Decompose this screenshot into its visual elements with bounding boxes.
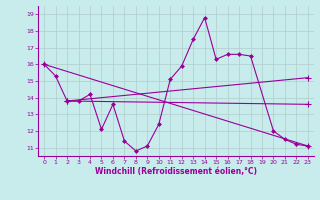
X-axis label: Windchill (Refroidissement éolien,°C): Windchill (Refroidissement éolien,°C) — [95, 167, 257, 176]
